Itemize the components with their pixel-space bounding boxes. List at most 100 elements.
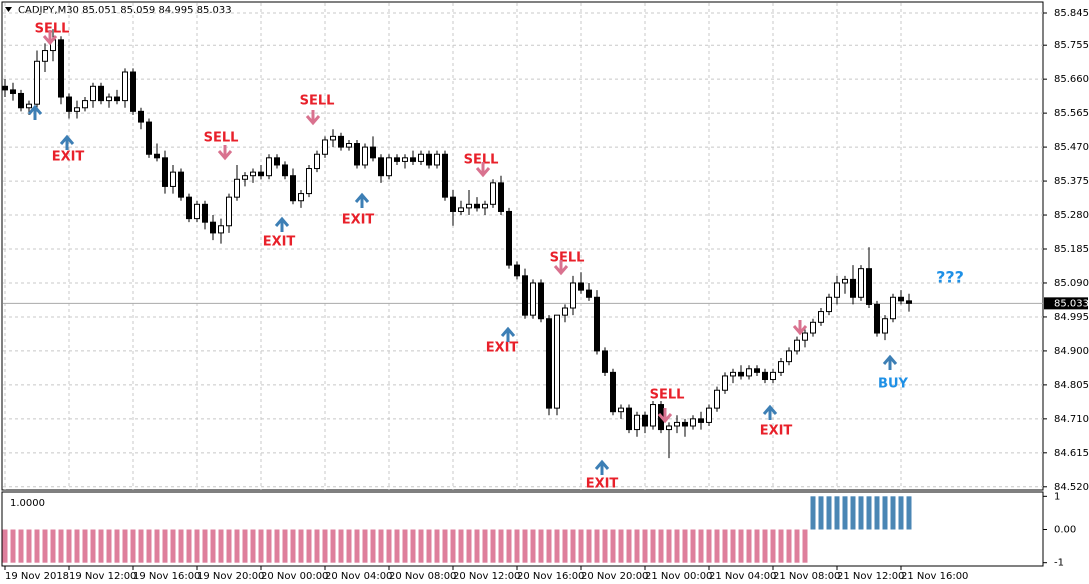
candle-body [122,71,128,102]
indicator-bar [346,529,352,563]
candle-body [538,282,544,320]
candle-body [434,153,440,166]
candle-body [490,182,496,205]
sell-arrow [657,408,673,424]
indicator-bar [386,529,392,563]
y-tick-label: 85.280 [1054,210,1089,221]
indicator-bar [810,496,816,530]
indicator-bar [10,529,16,563]
indicator-bar [722,529,728,563]
indicator-bar [162,529,168,563]
signal-label: ??? [936,268,964,287]
y-tick-label: 85.185 [1054,244,1089,255]
candle-body [98,85,104,102]
candle-body [882,318,888,334]
candle-body [282,164,288,177]
indicator-bar [650,529,656,563]
candle-body [546,318,552,409]
candle-body [226,196,232,227]
candle-body [834,282,840,298]
candle-body [842,278,848,284]
indicator-bar [282,529,288,563]
candle-body [346,143,352,148]
signal-label: SELL [204,131,239,146]
y-tick-label: -1 [1054,558,1064,569]
candle-body [826,296,832,313]
sell-arrow [42,30,58,46]
buy-arrow [594,459,610,475]
x-tick-label: 19 Nov 20:00 [197,571,264,582]
signal-label: EXIT [486,341,519,356]
x-tick-label: 19 Nov 2018 [5,571,69,582]
candle-body [306,168,312,195]
candle-body [202,203,208,223]
signal-label: EXIT [586,477,619,492]
signal-label: SELL [464,153,499,168]
candle-body [194,203,200,220]
indicator-bar [394,529,400,563]
candle-body [402,157,408,162]
indicator-bar [370,529,376,563]
indicator-bar [314,529,320,563]
sell-arrow [475,162,491,178]
candle-body [186,196,192,220]
candle-body [754,368,760,373]
candle-body [250,171,256,177]
candle-body [810,321,816,334]
indicator-bar [106,529,112,563]
indicator-bar [58,529,64,563]
candle-body [866,268,872,305]
candle-body [602,350,608,373]
candle-body [154,153,160,159]
indicator-bar [98,529,104,563]
candle-body [298,193,304,202]
y-tick-label: 85.470 [1054,142,1089,153]
indicator-bar [322,529,328,563]
indicator-bar [202,529,208,563]
indicator-bar [514,529,520,563]
indicator-bar [306,529,312,563]
candle-body [482,203,488,209]
candle-body [386,157,392,177]
chart-title: CADJPY,M30 85.051 85.059 84.995 85.033 [18,5,232,16]
candle-body [162,157,168,187]
candle-body [578,282,584,291]
candle-body [442,153,448,198]
candle-body [530,282,536,316]
indicator-bar [554,529,560,563]
candle-body [114,96,120,102]
indicator-bar [562,529,568,563]
x-tick-label: 21 Nov 08:00 [773,571,840,582]
indicator-bar [18,529,24,563]
candle-body [370,146,376,159]
candle-body [242,175,248,180]
indicator-bar [146,529,152,563]
last-price-label: 85.033 [1054,298,1089,309]
indicator-bar [634,529,640,563]
y-tick-label: 84.615 [1054,448,1089,459]
indicator-bar [594,529,600,563]
indicator-bar [138,529,144,563]
candle-body [618,407,624,413]
y-tick-label: 84.805 [1054,380,1089,391]
candle-body [354,143,360,166]
candle-body [682,421,688,427]
indicator-bar [442,529,448,563]
x-tick-label: 20 Nov 04:00 [325,571,392,582]
y-tick-label: 85.755 [1054,40,1089,51]
candle-body [714,389,720,409]
candle-body [794,339,800,352]
candle-body [18,92,24,109]
candle-body [610,371,616,413]
indicator-bar [50,529,56,563]
candle-body [170,171,176,187]
candle-body [82,100,88,109]
indicator-bar [818,496,824,530]
indicator-bar [578,529,584,563]
indicator-bar [410,529,416,563]
candle-body [674,421,680,427]
indicator-bar [674,529,680,563]
candle-body [786,350,792,363]
indicator-bar [298,529,304,563]
